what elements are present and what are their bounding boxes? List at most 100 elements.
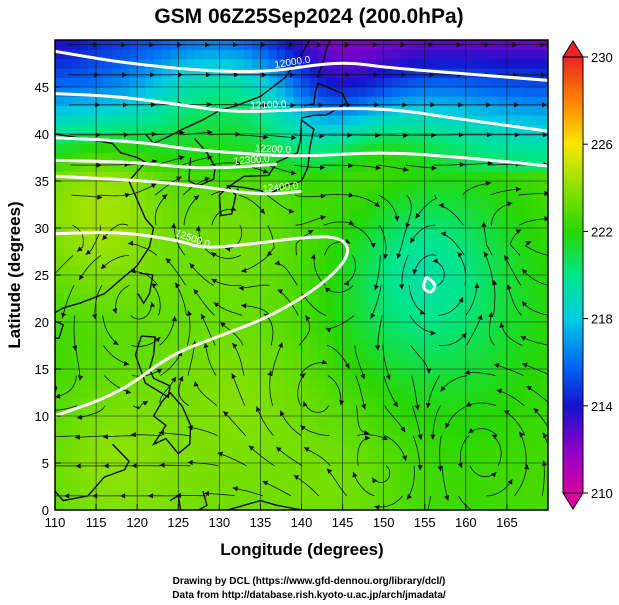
heatmap-cell — [391, 275, 401, 285]
heatmap-cell — [350, 275, 360, 285]
heatmap-cell — [87, 143, 97, 154]
heatmap-cell — [276, 491, 286, 501]
streamline — [354, 345, 365, 380]
streamline — [98, 163, 130, 166]
heatmap-cell — [219, 303, 228, 313]
heatmap-cell — [334, 152, 343, 163]
y-axis-label: Latitude (degrees) — [5, 201, 24, 348]
heatmap-cell — [161, 359, 171, 370]
heatmap-cell — [334, 275, 343, 285]
heatmap-cell — [334, 171, 343, 182]
heatmap-cell — [465, 397, 475, 407]
heatmap-cell — [112, 181, 122, 191]
x-tick-label: 155 — [414, 515, 436, 530]
heatmap-cell — [457, 181, 467, 191]
heatmap-cell — [408, 96, 417, 107]
heatmap-cell — [55, 453, 64, 464]
heatmap-cell — [194, 378, 204, 389]
streamline-arrow — [131, 463, 137, 469]
heatmap-cell — [55, 199, 64, 210]
heatmap-cell — [506, 293, 516, 304]
heatmap-cell — [506, 143, 516, 154]
heatmap-cell — [293, 124, 302, 135]
heatmap-cell — [342, 162, 352, 172]
heatmap-cell — [441, 171, 450, 182]
heatmap-cell — [317, 369, 327, 379]
heatmap-cell — [153, 49, 163, 60]
heatmap-cell — [79, 369, 89, 379]
heatmap-cell — [120, 124, 130, 135]
heatmap-cell — [334, 350, 343, 360]
heatmap-cell — [515, 209, 524, 219]
heatmap-cell — [317, 171, 327, 182]
heatmap-cell — [235, 378, 245, 389]
heatmap-cell — [260, 96, 270, 107]
heatmap-cell — [252, 190, 261, 201]
heatmap-cell — [523, 500, 532, 510]
heatmap-cell — [326, 256, 335, 266]
heatmap-cell — [219, 293, 228, 304]
heatmap-cell — [375, 491, 385, 501]
heatmap-cell — [63, 246, 72, 257]
heatmap-cell — [128, 77, 138, 88]
heatmap-cell — [465, 416, 475, 426]
heatmap-cell — [334, 416, 343, 426]
heatmap-cell — [268, 303, 278, 313]
heatmap-cell — [112, 434, 122, 445]
heatmap-cell — [301, 303, 311, 313]
heatmap-cell — [350, 397, 360, 407]
heatmap-cell — [178, 331, 187, 342]
heatmap-cell — [186, 209, 196, 219]
heatmap-cell — [79, 387, 89, 398]
heatmap-cell — [219, 369, 228, 379]
heatmap-cell — [432, 124, 442, 135]
streamline-arrow — [159, 462, 165, 468]
heatmap-cell — [474, 406, 483, 417]
heatmap-cell — [457, 303, 467, 313]
heatmap-cell — [465, 58, 475, 69]
heatmap-cell — [342, 369, 352, 379]
streamline-arrow — [392, 401, 398, 407]
y-tick-label: 15 — [35, 362, 49, 377]
heatmap-cell — [79, 406, 89, 417]
streamline-arrow — [79, 274, 84, 281]
heatmap-cell — [326, 303, 335, 313]
heatmap-cell — [194, 209, 204, 219]
heatmap-cell — [260, 265, 270, 276]
heatmap-cell — [178, 218, 187, 229]
heatmap-cell — [161, 369, 171, 379]
heatmap-cell — [186, 49, 196, 60]
heatmap-cell — [367, 350, 376, 360]
heatmap-cell — [457, 284, 467, 295]
heatmap-cell — [260, 369, 270, 379]
heatmap-cell — [432, 96, 442, 107]
heatmap-cell — [71, 143, 81, 154]
heatmap-cell — [506, 491, 516, 501]
streamline-arrow — [519, 431, 525, 438]
heatmap-cell — [87, 256, 97, 266]
heatmap-cell — [71, 218, 81, 229]
heatmap-cell — [457, 162, 467, 172]
streamline — [265, 134, 297, 139]
heatmap-cell — [260, 162, 270, 172]
heatmap-cell — [137, 246, 146, 257]
heatmap-cell — [465, 199, 475, 210]
heatmap-cell — [153, 293, 163, 304]
heatmap-cell — [285, 228, 294, 238]
heatmap-cell — [391, 425, 401, 436]
heatmap-cell — [482, 256, 491, 266]
streamline-arrow — [426, 368, 432, 374]
heatmap-cell — [449, 143, 459, 154]
streamline — [232, 487, 264, 497]
heatmap-cell — [309, 181, 319, 191]
heatmap-cell — [202, 77, 212, 88]
heatmap-cell — [186, 416, 196, 426]
heatmap-cell — [293, 350, 302, 360]
heatmap-cell — [219, 340, 228, 351]
streamline-arrow — [431, 165, 437, 171]
heatmap-cell — [71, 265, 81, 276]
heatmap-cell — [71, 331, 81, 342]
heatmap-cell — [383, 331, 393, 342]
heatmap-cell — [55, 425, 64, 436]
heatmap-cell — [227, 463, 237, 473]
